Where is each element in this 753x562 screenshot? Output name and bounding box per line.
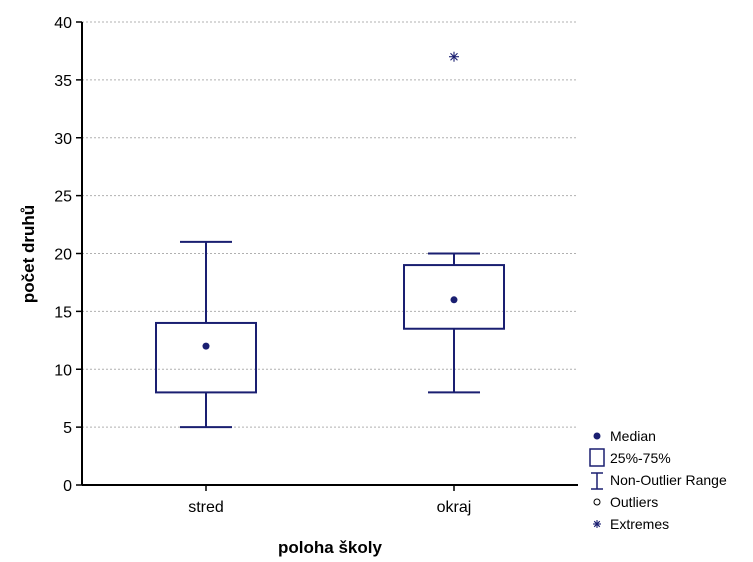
legend-outlier-symbol [593, 498, 601, 506]
median-dot [450, 296, 458, 304]
x-tick-label: okraj [437, 499, 472, 516]
legend-label: Outliers [610, 494, 658, 510]
y-axis-title: počet druhů [19, 205, 38, 303]
y-tick-label: 5 [63, 420, 72, 437]
y-axis-ticks: 0 5 10 15 20 25 30 35 40 [54, 15, 82, 495]
y-tick-label: 40 [54, 15, 72, 32]
legend-box-symbol [589, 448, 605, 467]
legend-item-extremes: Extremes [593, 516, 669, 532]
extreme-star-stroke [450, 52, 458, 61]
median-dot [202, 342, 210, 350]
x-axis-ticks: stred okraj [188, 485, 471, 516]
legend-extreme-symbol [593, 520, 601, 528]
y-tick-label: 0 [63, 478, 72, 495]
legend-median-symbol [593, 432, 601, 440]
legend-item-median: Median [593, 428, 656, 444]
y-tick-label: 35 [54, 73, 72, 90]
legend-label: Extremes [610, 516, 669, 532]
box-okraj [403, 51, 505, 394]
x-tick-label: stred [188, 499, 224, 516]
extreme-star-stroke [593, 520, 601, 528]
box-series [155, 51, 505, 429]
y-tick-label: 25 [54, 189, 72, 206]
y-tick-label: 30 [54, 131, 72, 148]
legend-item-outliers: Outliers [593, 494, 658, 510]
x-axis-title: poloha školy [278, 538, 382, 557]
box-stred [155, 240, 257, 429]
legend: Median 25%-75% Non-Outlier Range Outliers Ex… [589, 428, 727, 532]
y-tick-label: 20 [54, 247, 72, 264]
gridlines [82, 21, 578, 428]
iqr-box [403, 264, 505, 330]
legend-label: 25%-75% [610, 450, 671, 466]
legend-item-box: 25%-75% [589, 448, 671, 467]
legend-label: Median [610, 428, 656, 444]
iqr-box [155, 321, 257, 394]
extreme-point [449, 51, 459, 62]
y-tick-label: 15 [54, 304, 72, 321]
legend-item-range: Non-Outlier Range [591, 472, 727, 490]
y-tick-label: 10 [54, 362, 72, 379]
legend-label: Non-Outlier Range [610, 472, 727, 488]
